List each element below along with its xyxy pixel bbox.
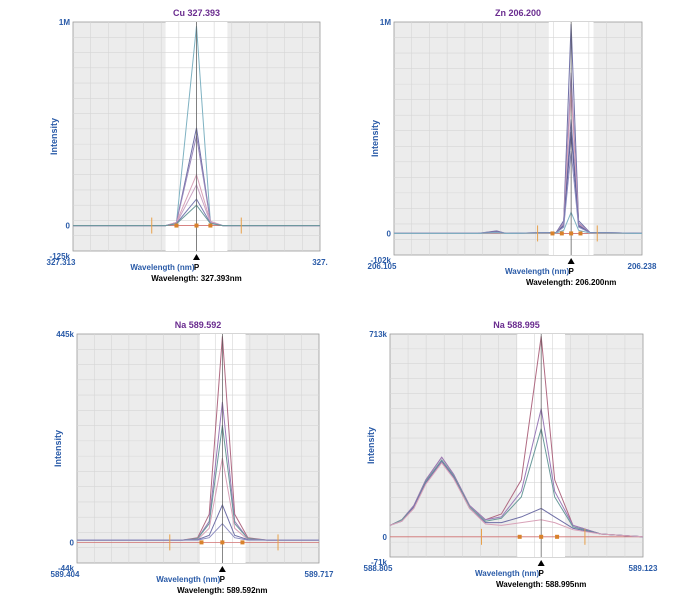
x-tick-left: 588.805 — [364, 564, 393, 573]
peak-arrow-icon[interactable] — [537, 560, 545, 566]
x-tick-right: 327. — [312, 258, 328, 267]
y-tick-top: 1M — [380, 18, 391, 27]
y-tick-zero: 0 — [383, 533, 388, 542]
peak-arrow-icon[interactable] — [567, 258, 575, 264]
grid-lines — [390, 334, 643, 557]
y-axis-label: Intensity — [366, 427, 376, 464]
wavelength-readout: Wavelength: 589.592nm — [177, 586, 267, 595]
y-tick-bottom: -125k — [50, 252, 71, 261]
chart-title: Na 589.592 — [175, 320, 222, 330]
y-tick-bottom: -44k — [58, 564, 75, 573]
y-tick-bottom: -71k — [371, 558, 388, 567]
x-axis-label: Wavelength (nm) — [505, 267, 569, 276]
background-point — [208, 223, 213, 228]
background-point — [559, 231, 564, 236]
y-tick-top: 713k — [369, 330, 387, 339]
chart-title: Zn 206.200 — [495, 8, 541, 18]
background-point — [174, 223, 179, 228]
grid-lines — [77, 334, 319, 563]
background-point — [578, 231, 583, 236]
background-point — [220, 540, 225, 545]
y-tick-zero: 0 — [70, 538, 75, 547]
chart-title: Cu 327.393 — [173, 8, 220, 18]
x-tick-left: 327.313 — [47, 258, 76, 267]
x-tick-right: 589.123 — [629, 564, 658, 573]
x-tick-left: 589.404 — [51, 570, 80, 579]
wavelength-readout: Wavelength: 327.393nm — [151, 274, 241, 283]
y-tick-top: 445k — [56, 330, 74, 339]
series-line-5 — [389, 462, 644, 538]
x-tick-right: 206.238 — [628, 262, 657, 271]
y-tick-zero: 0 — [387, 229, 392, 238]
peak-marker-label[interactable]: P — [568, 267, 574, 276]
x-tick-left: 206.105 — [368, 262, 397, 271]
background-point — [555, 534, 560, 539]
x-axis-label: Wavelength (nm) — [130, 263, 194, 272]
background-point — [517, 534, 522, 539]
peak-arrow-icon[interactable] — [193, 254, 200, 260]
background-point — [539, 534, 544, 539]
series-line-2 — [389, 408, 644, 538]
grid-lines — [394, 22, 642, 255]
y-axis-label: Intensity — [53, 430, 63, 467]
chart-title: Na 588.995 — [493, 320, 540, 330]
peak-arrow-icon[interactable] — [218, 566, 226, 572]
background-point — [569, 231, 574, 236]
background-point — [240, 540, 245, 545]
peak-marker-label[interactable]: P — [194, 263, 200, 272]
y-axis-label: Intensity — [49, 118, 59, 155]
background-point — [550, 231, 555, 236]
background-point — [199, 540, 204, 545]
x-axis-label: Wavelength (nm) — [156, 575, 220, 584]
y-axis-label: Intensity — [370, 120, 380, 157]
y-tick-bottom: -102k — [371, 256, 392, 265]
y-tick-zero: 0 — [66, 222, 71, 231]
x-axis-label: Wavelength (nm) — [475, 569, 539, 578]
peak-marker-label[interactable]: P — [538, 569, 544, 578]
x-tick-right: 589.717 — [305, 570, 334, 579]
wavelength-readout: Wavelength: 588.995nm — [496, 580, 586, 589]
peak-marker-label[interactable]: P — [220, 575, 226, 584]
series-line-4 — [389, 460, 644, 538]
wavelength-readout: Wavelength: 206.200nm — [526, 278, 616, 287]
background-point — [194, 223, 199, 228]
y-tick-top: 1M — [59, 18, 70, 27]
